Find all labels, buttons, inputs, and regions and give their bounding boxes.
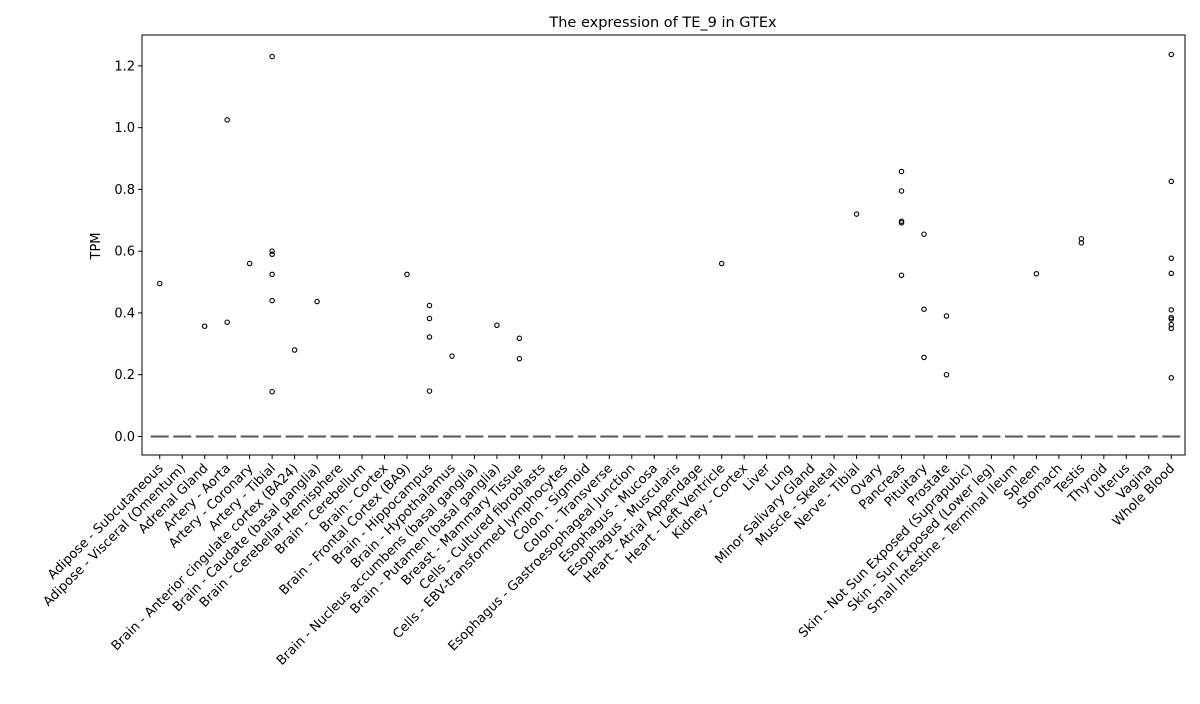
outlier-point — [246, 260, 253, 267]
outlier-point — [224, 117, 230, 123]
outlier-point — [898, 220, 905, 226]
y-tick-label: 0.2 — [114, 368, 135, 383]
y-tick-label: 0.6 — [114, 245, 135, 260]
outlier-point — [291, 347, 298, 353]
outlier-point — [426, 388, 433, 394]
outlier-point — [1168, 325, 1175, 332]
outlier-point — [449, 353, 455, 359]
outlier-point — [516, 335, 523, 342]
y-tick-label: 0.4 — [114, 306, 135, 321]
outlier-point — [898, 188, 905, 194]
outlier-point — [718, 260, 725, 267]
outlier-point — [898, 168, 905, 175]
outlier-point — [1168, 321, 1175, 328]
outlier-point — [1033, 270, 1040, 277]
y-tick-label: 1.2 — [114, 59, 135, 74]
outlier-point — [898, 272, 905, 279]
y-tick-label: 0.0 — [114, 430, 135, 445]
outlier-point — [921, 231, 927, 237]
outlier-point — [1168, 375, 1175, 381]
outlier-point — [1168, 316, 1175, 322]
outlier-point — [1078, 240, 1085, 246]
y-tick-label: 0.8 — [114, 183, 135, 198]
outlier-point — [921, 354, 927, 361]
outlier-point — [426, 315, 433, 322]
outlier-point — [494, 322, 500, 329]
outlier-point — [1168, 51, 1175, 58]
outlier-point — [224, 319, 230, 325]
chart-title: The expression of TE_9 in GTEx — [548, 15, 777, 31]
outlier-point — [943, 371, 950, 378]
outlier-point — [426, 302, 433, 309]
outlier-point — [853, 211, 860, 217]
y-axis-label: TPM — [89, 233, 104, 261]
y-tick-label: 1.0 — [114, 121, 135, 136]
outlier-point — [314, 298, 320, 305]
outlier-point — [943, 313, 950, 319]
outlier-point — [516, 355, 523, 362]
outlier-point — [201, 323, 208, 329]
outlier-point — [1168, 270, 1175, 277]
outlier-point — [426, 334, 433, 340]
plot-frame — [141, 34, 1186, 456]
outlier-point — [269, 271, 275, 278]
outlier-point — [269, 388, 275, 395]
outlier-point — [269, 53, 275, 60]
outlier-point — [1168, 178, 1175, 185]
outlier-point — [269, 248, 275, 254]
outlier-point — [156, 280, 163, 287]
outlier-point — [269, 297, 275, 304]
outlier-point — [404, 271, 410, 278]
outlier-point — [1168, 255, 1175, 262]
outlier-point — [1168, 307, 1175, 313]
outlier-point — [269, 251, 275, 258]
outlier-point — [921, 306, 927, 312]
